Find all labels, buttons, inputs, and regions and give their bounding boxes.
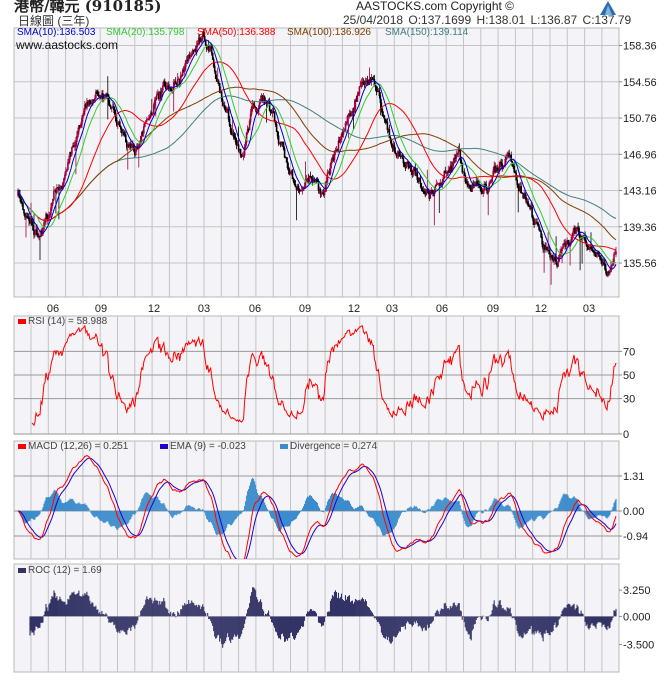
rsi-swatch [18, 318, 26, 324]
price-y-label: 143.16 [623, 186, 657, 198]
ema-signal-line [17, 457, 617, 559]
rsi-label: RSI (14) = 58.988 [28, 316, 108, 327]
price-series [17, 28, 617, 285]
x-tick-label: 03 [583, 303, 595, 315]
panel-main [13, 27, 620, 298]
x-tick-label: 12 [535, 303, 547, 315]
price-y-label: 158.36 [623, 41, 657, 53]
sma50-line [17, 61, 617, 251]
x-tick-label: 06 [436, 303, 448, 315]
ema-swatch [160, 443, 168, 449]
x-tick-label: 03 [198, 303, 210, 315]
x-tick-label: 09 [487, 303, 499, 315]
x-tick-label: 12 [148, 303, 160, 315]
legend-divergence: Divergence = 0.274 [280, 442, 377, 452]
aastocks-logo-icon [600, 1, 616, 15]
macd-y-label: -0.94 [623, 531, 648, 543]
macd-line [17, 454, 617, 559]
legend-rsi: RSI (14) = 58.988 [18, 317, 107, 327]
x-tick-label: 09 [299, 303, 311, 315]
copyright-text: AASTOCKS.com Copyright © [356, 0, 515, 13]
roc-y-label: 0.000 [623, 611, 651, 623]
legend-macd: MACD (12,26) = 0.251 [18, 442, 128, 452]
price-y-label: 135.56 [623, 258, 657, 270]
divergence-label: Divergence = 0.274 [290, 441, 378, 452]
price-y-label: 150.76 [623, 113, 657, 125]
legend-ema: EMA (9) = -0.023 [160, 442, 246, 452]
divergence-bars [18, 477, 617, 536]
rsi-y-label: 0 [623, 429, 629, 441]
rsi-y-label: 50 [623, 370, 635, 382]
price-y-label: 139.36 [623, 222, 657, 234]
divergence-swatch [280, 443, 288, 449]
macd-y-label: 0.00 [623, 506, 644, 518]
legend-roc: ROC (12) = 1.69 [18, 566, 102, 576]
roc-y-label: -3.500 [623, 640, 654, 652]
legend-sma10: SMA(10):136.503 [17, 27, 96, 38]
x-tick-label: 06 [47, 303, 59, 315]
legend-sma50: SMA(50):136.388 [197, 27, 276, 38]
roc-label: ROC (12) = 1.69 [28, 565, 102, 576]
rsi-y-label: 70 [623, 346, 635, 358]
roc-swatch [18, 567, 26, 573]
macd-swatch [18, 443, 26, 449]
price-y-label: 154.56 [623, 77, 657, 89]
legend-sma100: SMA(100):136.926 [287, 27, 371, 38]
chart-period: 日線圖 (三年) [18, 14, 90, 28]
x-tick-label: 12 [348, 303, 360, 315]
legend-sma150: SMA(150):139.114 [385, 27, 469, 38]
watermark-text: www.aastocks.com [16, 38, 119, 52]
price-y-label: 146.96 [623, 149, 657, 161]
ohlc-readout: 25/04/2018 O:137.1699 H:138.01 L:136.87 … [343, 13, 632, 27]
macd-y-label: 1.31 [623, 471, 644, 483]
macd-label: MACD (12,26) = 0.251 [28, 441, 129, 452]
ema-label: EMA (9) = -0.023 [170, 441, 246, 452]
rsi-line [31, 324, 617, 427]
sma100-line [17, 86, 617, 241]
legend-sma20: SMA(20):135.798 [106, 27, 185, 38]
x-tick-label: 03 [386, 303, 398, 315]
page-title: 港幣/韓元 (910185) [14, 0, 162, 15]
roc-y-label: 3.250 [623, 585, 651, 597]
sma10-line [17, 39, 617, 270]
x-tick-label: 09 [95, 303, 107, 315]
roc-bars [29, 587, 617, 648]
panel-macd [13, 440, 620, 560]
x-tick-label: 06 [249, 303, 261, 315]
rsi-y-label: 30 [623, 394, 635, 406]
